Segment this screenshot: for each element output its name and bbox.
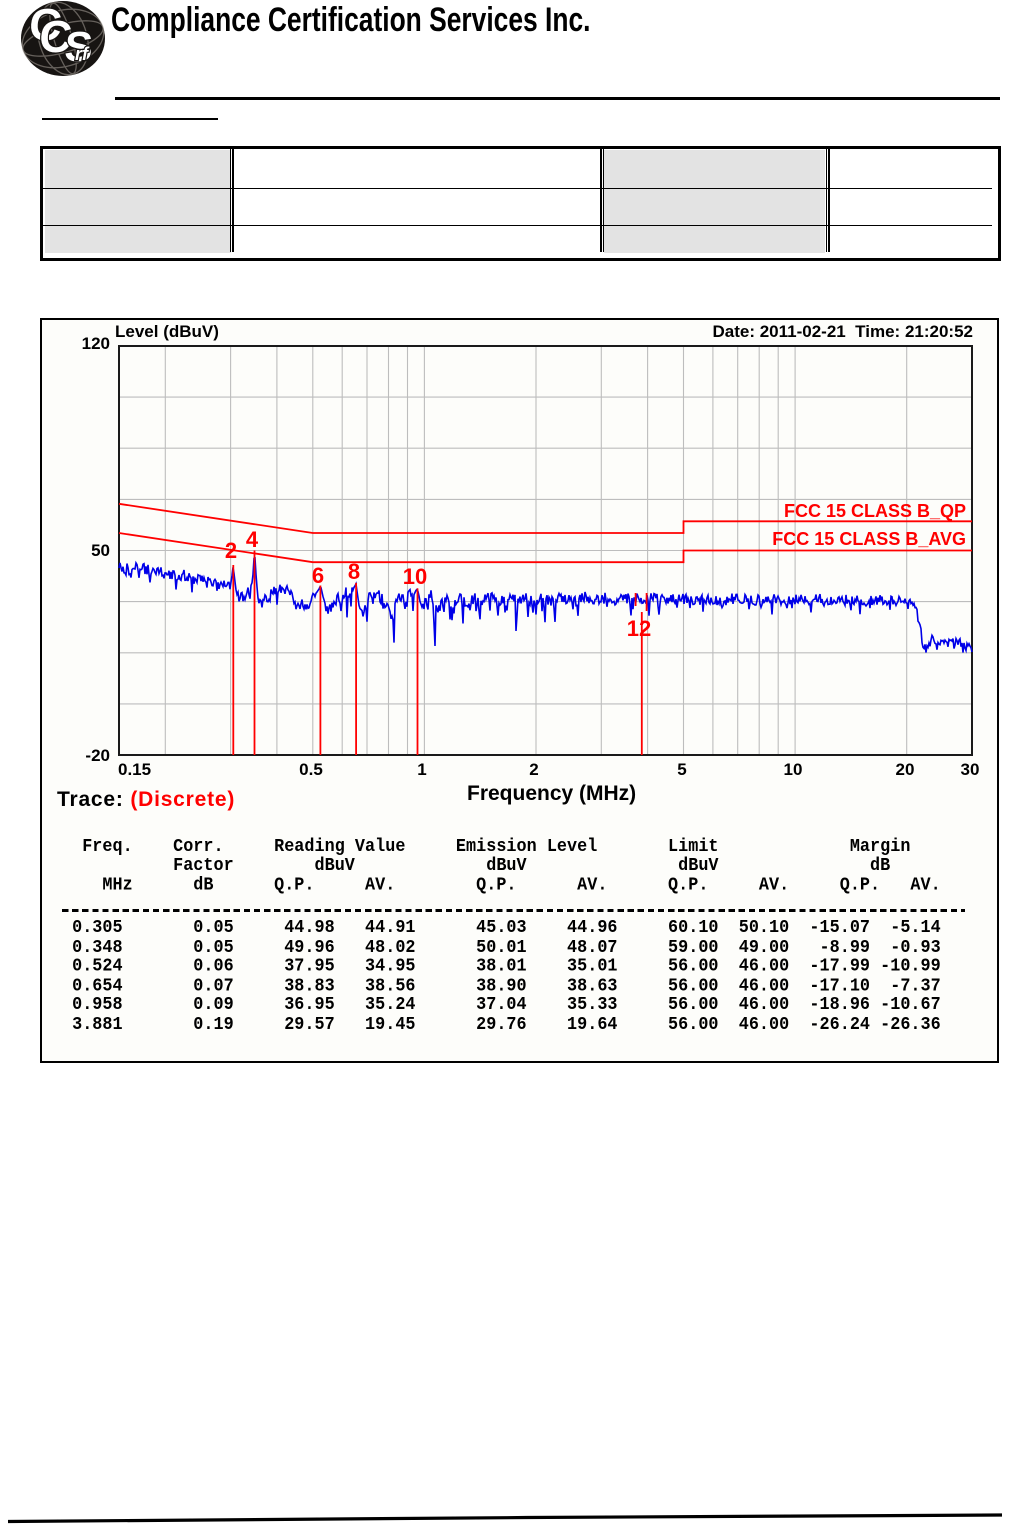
svg-text:rf: rf [75, 44, 90, 64]
svg-text:C: C [38, 11, 74, 62]
svg-text:S: S [63, 23, 94, 70]
svg-text:C: C [28, 0, 64, 50]
